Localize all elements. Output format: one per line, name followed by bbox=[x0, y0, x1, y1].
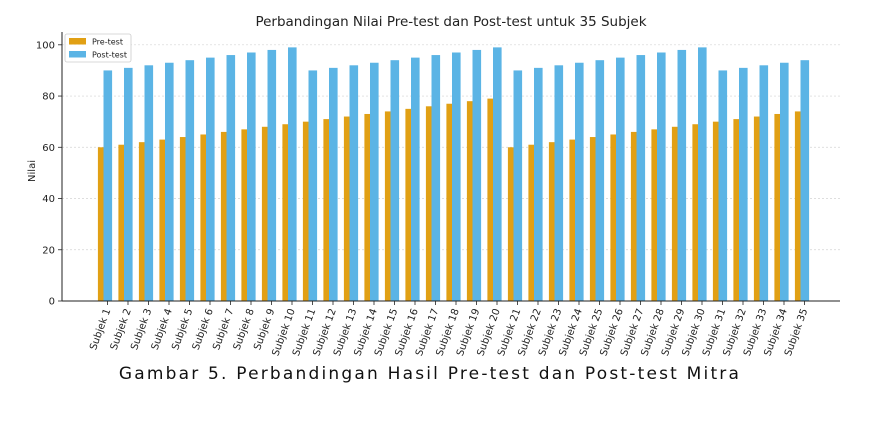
bar-post-test-7 bbox=[226, 55, 236, 301]
bar-pre-test-11 bbox=[302, 121, 312, 302]
bar-pre-test-7 bbox=[220, 131, 230, 301]
bar-post-test-34 bbox=[780, 62, 789, 301]
bar-post-test-6 bbox=[206, 57, 215, 301]
bar-post-test-16 bbox=[411, 57, 420, 301]
bar-post-test-13 bbox=[349, 65, 359, 301]
bars bbox=[97, 47, 810, 302]
chart-title: Perbandingan Nilai Pre-test dan Post-tes… bbox=[255, 14, 646, 30]
bar-pre-test-8 bbox=[241, 129, 250, 301]
bar-post-test-5 bbox=[185, 60, 195, 301]
figure-caption: Gambar 5. Perbandingan Hasil Pre-test da… bbox=[118, 364, 742, 384]
bar-pre-test-31 bbox=[712, 121, 722, 302]
bar-pre-test-19 bbox=[466, 101, 476, 302]
bar-pre-test-3 bbox=[138, 142, 148, 301]
bar-pre-test-24 bbox=[569, 139, 578, 301]
bar-post-test-32 bbox=[739, 67, 748, 301]
bar-pre-test-17 bbox=[425, 106, 435, 302]
bar-pre-test-13 bbox=[343, 116, 353, 302]
y-tick-label: 80 bbox=[42, 92, 55, 103]
bar-pre-test-35 bbox=[794, 111, 804, 302]
bar-post-test-24 bbox=[575, 62, 584, 301]
bar-post-test-29 bbox=[677, 49, 687, 301]
bar-pre-test-6 bbox=[200, 134, 209, 301]
bar-post-test-3 bbox=[144, 65, 154, 301]
bar-pre-test-30 bbox=[692, 124, 701, 301]
bar-pre-test-29 bbox=[671, 126, 681, 302]
y-tick-label: 60 bbox=[42, 143, 55, 154]
bar-post-test-8 bbox=[247, 52, 256, 301]
bar-post-test-22 bbox=[534, 67, 543, 301]
bar-post-test-19 bbox=[472, 49, 482, 301]
bar-pre-test-16 bbox=[405, 108, 414, 301]
bar-pre-test-26 bbox=[610, 134, 619, 301]
bar-pre-test-15 bbox=[384, 111, 394, 302]
bar-pre-test-28 bbox=[651, 129, 660, 301]
bar-post-test-11 bbox=[308, 70, 318, 301]
bar-pre-test-20 bbox=[487, 98, 496, 301]
bar-pre-test-5 bbox=[179, 137, 189, 301]
bar-post-test-4 bbox=[165, 62, 174, 301]
bar-pre-test-18 bbox=[446, 103, 455, 301]
bar-pre-test-34 bbox=[774, 113, 783, 301]
bar-post-test-2 bbox=[124, 67, 133, 301]
bar-post-test-35 bbox=[800, 60, 810, 301]
bar-pre-test-4 bbox=[159, 139, 168, 301]
bar-pre-test-1 bbox=[97, 147, 107, 301]
bar-post-test-26 bbox=[616, 57, 625, 301]
axes bbox=[61, 32, 840, 302]
bar-post-test-10 bbox=[288, 47, 297, 301]
y-tick-label: 40 bbox=[42, 194, 55, 205]
bar-pre-test-33 bbox=[753, 116, 763, 302]
bar-post-test-30 bbox=[698, 47, 707, 301]
y-tick-label: 20 bbox=[42, 245, 55, 256]
bar-pre-test-9 bbox=[261, 126, 271, 302]
bar-post-test-28 bbox=[657, 52, 666, 301]
bar-post-test-27 bbox=[636, 55, 646, 301]
legend: Pre-test Post-test bbox=[64, 33, 132, 63]
bar-pre-test-14 bbox=[364, 113, 373, 301]
y-tick-label: 0 bbox=[49, 297, 55, 308]
bar-post-test-9 bbox=[267, 49, 277, 301]
legend-label: Post-test bbox=[92, 51, 127, 60]
bar-pre-test-2 bbox=[118, 144, 127, 301]
bar-pre-test-10 bbox=[282, 124, 291, 301]
y-tick-label: 100 bbox=[36, 40, 55, 51]
bar-pre-test-12 bbox=[323, 119, 332, 301]
bar-pre-test-22 bbox=[528, 144, 537, 301]
legend-label: Pre-test bbox=[92, 38, 123, 47]
bar-post-test-21 bbox=[513, 70, 523, 301]
bar-post-test-12 bbox=[329, 67, 338, 301]
bar-post-test-31 bbox=[718, 70, 728, 301]
bar-pre-test-25 bbox=[589, 137, 599, 301]
y-axis-label: Nilai bbox=[27, 160, 38, 182]
bar-post-test-25 bbox=[595, 60, 605, 301]
bar-post-test-15 bbox=[390, 60, 400, 301]
y-tick-labels: 0 20 40 60 80 100 bbox=[36, 40, 62, 308]
legend-swatch-post-test bbox=[69, 51, 86, 58]
bar-post-test-23 bbox=[554, 65, 564, 301]
bar-post-test-33 bbox=[759, 65, 769, 301]
legend-swatch-pre-test bbox=[69, 38, 86, 45]
bar-post-test-1 bbox=[103, 70, 113, 301]
bar-pre-test-32 bbox=[733, 119, 742, 301]
bar-pre-test-21 bbox=[507, 147, 517, 301]
bar-pre-test-27 bbox=[630, 131, 640, 301]
bar-post-test-14 bbox=[370, 62, 379, 301]
bar-post-test-17 bbox=[431, 55, 441, 301]
bar-pre-test-23 bbox=[548, 142, 558, 301]
bar-chart: Perbandingan Nilai Pre-test dan Post-tes… bbox=[27, 14, 840, 358]
bar-post-test-18 bbox=[452, 52, 461, 301]
bar-post-test-20 bbox=[493, 47, 502, 301]
